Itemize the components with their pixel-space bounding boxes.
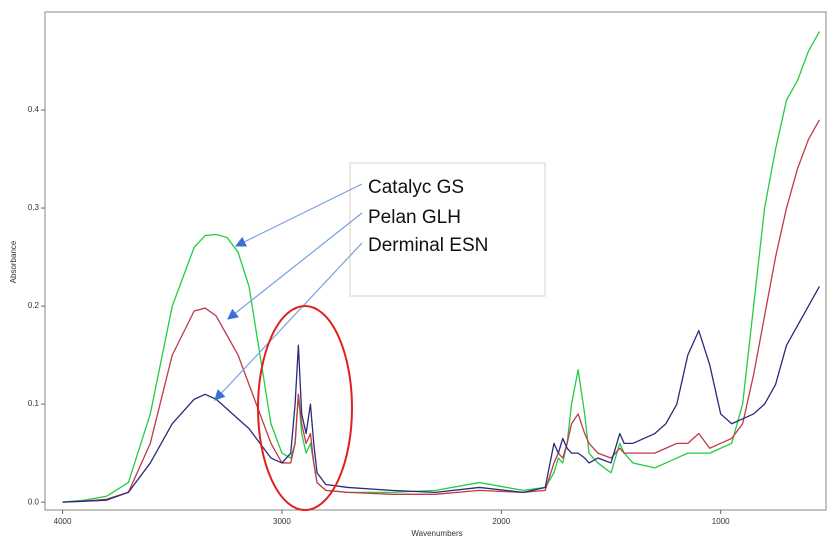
annotation: Catalyc GS Pelan GLH Derminal ESN bbox=[214, 162, 546, 511]
legend-box bbox=[349, 162, 546, 297]
y-tick-label: 0.4 bbox=[28, 105, 40, 114]
x-tick-label: 2000 bbox=[492, 517, 510, 526]
y-tick-label: 0.1 bbox=[28, 399, 40, 408]
series-line bbox=[62, 119, 820, 503]
y-tick-label: 0.0 bbox=[28, 497, 40, 506]
x-tick-label: 4000 bbox=[54, 517, 72, 526]
arrow bbox=[214, 242, 363, 401]
y-axis-label: Absorbance bbox=[9, 240, 18, 283]
x-axis-label: Wavenumbers bbox=[411, 529, 462, 538]
legend-label: Pelan GLH bbox=[368, 207, 461, 228]
highlight-ellipse bbox=[257, 305, 353, 511]
legend-label: Derminal ESN bbox=[368, 235, 488, 256]
plot-frame bbox=[44, 11, 827, 511]
legend-label: Catalyc GS bbox=[368, 177, 464, 198]
y-tick-label: 0.2 bbox=[28, 301, 40, 310]
arrow bbox=[235, 183, 363, 247]
y-tick-label: 0.3 bbox=[28, 203, 40, 212]
x-tick-label: 3000 bbox=[273, 517, 291, 526]
arrow bbox=[227, 212, 363, 320]
series-line bbox=[62, 286, 820, 503]
x-tick-label: 1000 bbox=[712, 517, 730, 526]
